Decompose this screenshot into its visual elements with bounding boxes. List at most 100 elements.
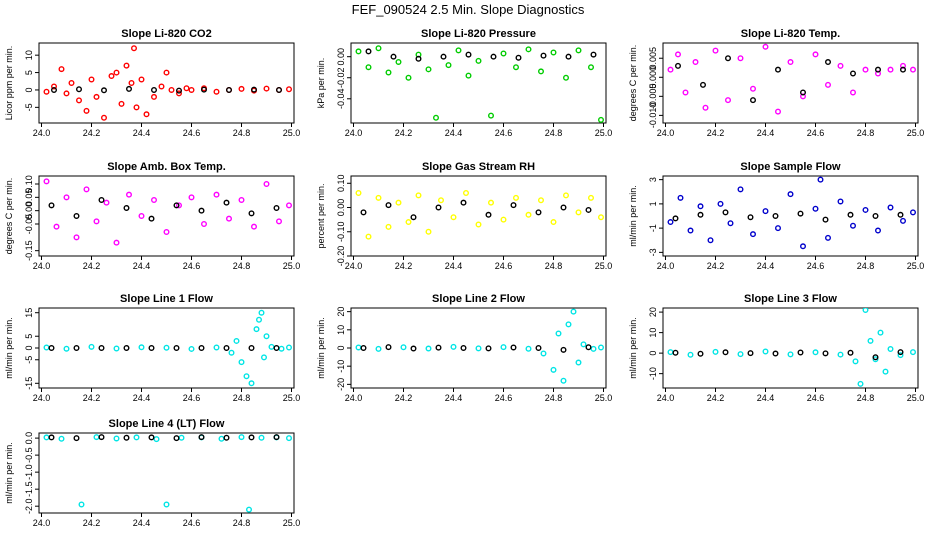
- data-point: [825, 59, 832, 66]
- x-tick-label: 24.6: [807, 128, 825, 138]
- y-tick-label: -0.010: [648, 103, 658, 129]
- x-tick-label: 24.2: [83, 128, 101, 138]
- data-point: [550, 366, 557, 373]
- chart-panel-8: Slope Line 2 Flow 24.0 24.2 24.4 24.6 24.8 25.…: [316, 293, 612, 403]
- series-all: [667, 176, 917, 250]
- data-point: [672, 215, 679, 222]
- y-tick-label: 0: [24, 87, 34, 92]
- data-point: [218, 435, 225, 442]
- data-point: [148, 434, 155, 441]
- data-point: [500, 50, 507, 57]
- y-tick-label: 15: [24, 308, 34, 318]
- chart-panel-10: Slope Line 4 (LT) Flow 24.0 24.2 24.4 24.6 24…: [4, 418, 300, 528]
- x-tick-label: 24.4: [133, 261, 151, 271]
- data-point: [150, 196, 157, 203]
- plot-frame: [662, 307, 919, 389]
- series-all: [667, 308, 917, 387]
- data-point: [565, 53, 572, 60]
- series-flagged: [360, 199, 592, 221]
- data-point: [560, 377, 567, 384]
- x-tick-label: 25.0: [283, 261, 301, 271]
- data-point: [286, 86, 293, 93]
- data-point: [390, 53, 397, 60]
- data-point: [58, 66, 65, 73]
- data-point: [800, 93, 807, 100]
- data-point: [725, 97, 732, 104]
- data-point: [837, 62, 844, 69]
- data-point: [138, 212, 145, 219]
- data-point: [875, 227, 882, 234]
- data-point: [173, 345, 180, 352]
- data-point: [897, 211, 904, 218]
- data-point: [727, 220, 734, 227]
- data-point: [258, 434, 265, 441]
- data-point: [223, 199, 230, 206]
- data-point: [130, 45, 137, 52]
- points-layer: [355, 45, 605, 123]
- data-point: [825, 234, 832, 241]
- series-all: [355, 189, 605, 240]
- data-point: [460, 199, 467, 206]
- data-point: [812, 205, 819, 212]
- data-point: [513, 64, 520, 71]
- data-point: [850, 89, 857, 96]
- y-tick-label: -10: [336, 360, 346, 373]
- data-point: [580, 341, 587, 348]
- data-point: [395, 199, 402, 206]
- data-point: [276, 86, 283, 93]
- data-point: [872, 212, 879, 219]
- y-tick-label: 0.05: [24, 189, 34, 207]
- y-tick-label: 0: [648, 351, 658, 356]
- data-point: [425, 66, 432, 73]
- data-point: [485, 345, 492, 352]
- data-point: [238, 85, 245, 92]
- data-point: [118, 100, 125, 107]
- data-point: [365, 233, 372, 240]
- y-tick-label: -15: [24, 377, 34, 390]
- data-point: [75, 97, 82, 104]
- data-point: [585, 206, 592, 213]
- data-point: [575, 359, 582, 366]
- data-point: [198, 207, 205, 214]
- chart-panel-9: Slope Line 3 Flow 24.0 24.2 24.4 24.6 24.8 25.…: [628, 293, 924, 403]
- data-point: [837, 198, 844, 205]
- x-tick-label: 24.4: [445, 393, 463, 403]
- x-tick-label: 25.0: [595, 128, 613, 138]
- y-axis-label: percent per min.: [316, 183, 326, 248]
- data-point: [725, 55, 732, 62]
- data-point: [355, 189, 362, 196]
- data-point: [286, 435, 293, 442]
- data-point: [485, 211, 492, 218]
- y-tick-label: 1: [648, 201, 658, 206]
- data-point: [847, 349, 854, 356]
- data-point: [98, 196, 105, 203]
- data-point: [248, 345, 255, 352]
- y-tick-label: -0.005: [648, 84, 658, 110]
- data-point: [183, 85, 190, 92]
- data-point: [862, 206, 869, 213]
- x-tick-label: 24.8: [233, 393, 251, 403]
- data-point: [223, 434, 230, 441]
- data-point: [862, 308, 869, 314]
- figure-title: FEF_090524 2.5 Min. Slope Diagnostics: [351, 2, 585, 17]
- data-point: [737, 186, 744, 193]
- data-point: [163, 344, 170, 351]
- x-tick-label: 24.6: [183, 128, 201, 138]
- x-tick-label: 24.4: [445, 128, 463, 138]
- x-tick-label: 24.2: [83, 261, 101, 271]
- data-point: [103, 199, 110, 206]
- series-all: [43, 309, 293, 387]
- data-point: [213, 88, 220, 95]
- y-tick-label: 0.00: [336, 199, 346, 217]
- series-all: [43, 434, 293, 513]
- x-tick-label: 24.4: [133, 128, 151, 138]
- data-point: [560, 346, 567, 353]
- data-point: [707, 237, 714, 244]
- data-point: [248, 434, 255, 441]
- data-point: [43, 434, 50, 441]
- data-point: [138, 76, 145, 83]
- data-point: [405, 219, 412, 226]
- data-point: [722, 349, 729, 356]
- data-point: [717, 200, 724, 207]
- data-point: [867, 337, 874, 344]
